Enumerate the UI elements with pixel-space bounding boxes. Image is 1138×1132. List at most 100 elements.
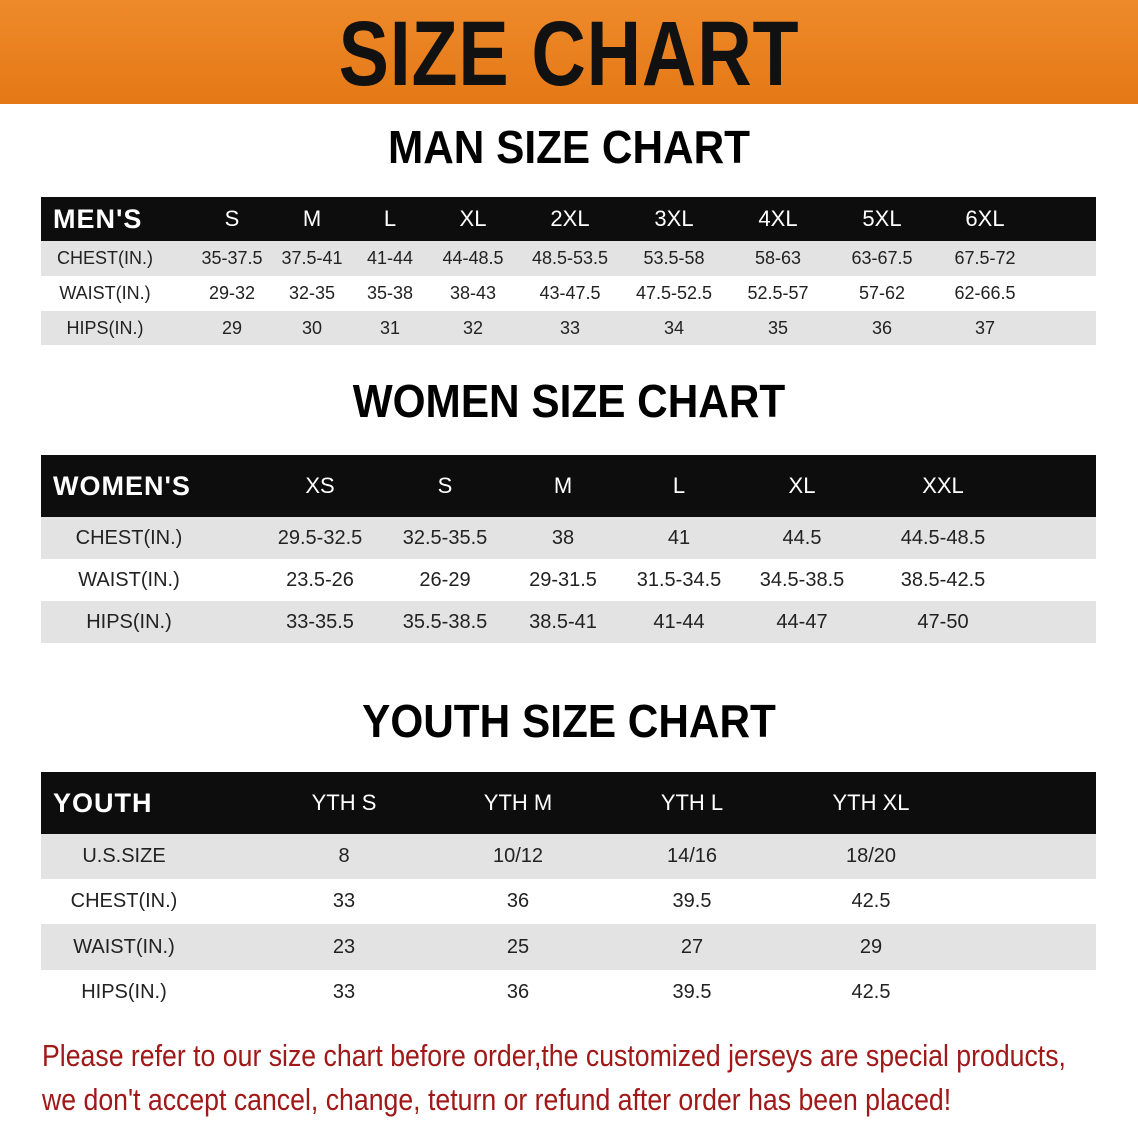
table-cell: 44.5 — [782, 526, 822, 549]
table-row: WAIST(IN.) 23.5-26 26-29 29-31.5 31.5-34.5 34… — [41, 559, 1096, 601]
banner-title: SIZE CHART — [338, 3, 800, 105]
table-cell: 36 — [506, 890, 530, 912]
measurement-label: WAIST(IN.) — [78, 568, 180, 591]
table-cell: 37.5-41 — [281, 248, 343, 268]
women-size-table: WOMEN'S XS S M L XL XXL CHEST(IN.) 29.5-32.5 32.5… — [41, 455, 1096, 643]
size-header: XXL — [922, 473, 964, 498]
measurement-label: WAIST(IN.) — [59, 283, 151, 303]
table-cell: 35-37.5 — [201, 248, 263, 268]
table-cell: 34 — [663, 317, 685, 338]
table-cell: 18/20 — [845, 845, 897, 867]
table-cell: 47-50 — [917, 610, 969, 633]
table-cell: 42.5 — [851, 890, 891, 912]
notice-line-1: Please refer to our size chart before or… — [42, 1038, 1066, 1073]
table-cell: 44-47 — [776, 610, 828, 633]
size-header: YTH M — [483, 790, 553, 815]
table-cell: 63-67.5 — [851, 248, 913, 268]
size-header: L — [383, 206, 397, 231]
table-cell: 32-35 — [288, 283, 336, 303]
table-cell: 44-48.5 — [442, 248, 504, 268]
table-cell: 33-35.5 — [286, 610, 354, 633]
table-cell: 38-43 — [449, 283, 497, 303]
men-section-title: MAN SIZE CHART — [387, 121, 751, 173]
table-cell: 29-31.5 — [529, 568, 597, 591]
size-header: 5XL — [862, 206, 902, 231]
youth-size-table: YOUTH YTH S YTH M YTH L YTH XL U.S.SIZE 8 10/12… — [41, 772, 1096, 1015]
size-header: 4XL — [758, 206, 798, 231]
table-cell: 33 — [559, 317, 581, 338]
table-cell: 36 — [506, 981, 530, 1003]
table-cell: 42.5 — [851, 981, 891, 1003]
table-cell: 8 — [338, 845, 350, 867]
table-row: WAIST(IN.) 29-32 32-35 35-38 38-43 43-47.5 47.… — [41, 276, 1096, 311]
table-cell: 30 — [301, 317, 323, 338]
size-header: YTH S — [311, 790, 377, 815]
table-cell: 23.5-26 — [286, 568, 354, 591]
size-header: YTH XL — [832, 790, 910, 815]
table-cell: 44.5-48.5 — [900, 526, 986, 549]
size-header: YTH L — [660, 790, 724, 815]
women-header-label: WOMEN'S — [53, 470, 191, 501]
table-cell: 57-62 — [858, 283, 906, 303]
table-row: CHEST(IN.) 35-37.5 37.5-41 41-44 44-48.5 48.5… — [41, 241, 1096, 276]
measurement-label: U.S.SIZE — [82, 845, 166, 867]
table-cell: 32 — [462, 317, 484, 338]
size-header: XL — [459, 206, 487, 231]
table-cell: 31.5-34.5 — [636, 568, 722, 591]
table-cell: 38.5-41 — [529, 610, 597, 633]
measurement-label: CHEST(IN.) — [75, 526, 183, 549]
measurement-label: CHEST(IN.) — [70, 890, 178, 912]
table-cell: 23 — [332, 935, 356, 958]
table-cell: 27 — [680, 935, 704, 958]
table-cell: 43-47.5 — [539, 283, 601, 303]
table-cell: 52.5-57 — [747, 283, 809, 303]
table-cell: 53.5-58 — [643, 248, 705, 268]
table-cell: 39.5 — [672, 890, 712, 912]
size-header: S — [224, 206, 240, 231]
women-header-row: WOMEN'S XS S M L XL XXL — [41, 455, 1096, 517]
table-cell: 67.5-72 — [954, 248, 1016, 268]
table-row: HIPS(IN.) 33-35.5 35.5-38.5 38.5-41 41-44 44-… — [41, 601, 1096, 643]
size-header: XS — [305, 473, 335, 498]
size-header: 3XL — [654, 206, 694, 231]
table-cell: 35.5-38.5 — [402, 610, 488, 633]
table-cell: 35-38 — [366, 283, 414, 303]
table-cell: 29 — [221, 317, 243, 338]
men-header-label: MEN'S — [53, 203, 143, 234]
size-header: S — [437, 473, 453, 498]
table-cell: 25 — [506, 935, 530, 958]
table-cell: 35 — [767, 317, 789, 338]
table-cell: 38 — [551, 526, 575, 549]
youth-header-row: YOUTH YTH S YTH M YTH L YTH XL — [41, 772, 1096, 834]
table-cell: 41-44 — [653, 610, 705, 633]
size-chart-banner: SIZE CHART — [0, 0, 1138, 105]
table-cell: 32.5-35.5 — [402, 526, 488, 549]
notice-line-2: we don't accept cancel, change, teturn o… — [42, 1082, 952, 1117]
table-row: WAIST(IN.) 23 25 27 29 — [41, 924, 1096, 970]
measurement-label: CHEST(IN.) — [57, 248, 153, 268]
measurement-label: HIPS(IN.) — [86, 610, 172, 633]
table-row: HIPS(IN.) 33 36 39.5 42.5 — [41, 970, 1096, 1015]
women-section-title: WOMEN SIZE CHART — [352, 375, 786, 427]
size-header: M — [302, 206, 322, 231]
measurement-label: HIPS(IN.) — [66, 317, 144, 338]
table-cell: 48.5-53.5 — [531, 248, 609, 268]
men-size-table: MEN'S S M L XL 2XL 3XL 4XL 5XL 6XL CHEST(IN.) 35-37… — [41, 197, 1096, 345]
table-cell: 26-29 — [419, 568, 471, 591]
table-cell: 47.5-52.5 — [635, 283, 713, 303]
size-header: M — [553, 473, 573, 498]
measurement-label: WAIST(IN.) — [73, 935, 175, 958]
table-cell: 39.5 — [672, 981, 712, 1003]
table-row: HIPS(IN.) 29 30 31 32 33 34 35 36 37 — [41, 311, 1096, 345]
youth-section-title: YOUTH SIZE CHART — [362, 695, 776, 747]
measurement-label: HIPS(IN.) — [81, 981, 167, 1003]
table-row: CHEST(IN.) 33 36 39.5 42.5 — [41, 879, 1096, 924]
table-cell: 29.5-32.5 — [277, 526, 363, 549]
table-cell: 36 — [871, 317, 893, 338]
table-cell: 29-32 — [208, 283, 256, 303]
size-header: 2XL — [550, 206, 590, 231]
table-cell: 34.5-38.5 — [759, 568, 845, 591]
table-cell: 37 — [974, 317, 996, 338]
table-cell: 38.5-42.5 — [900, 568, 986, 591]
table-row: U.S.SIZE 8 10/12 14/16 18/20 — [41, 834, 1096, 879]
